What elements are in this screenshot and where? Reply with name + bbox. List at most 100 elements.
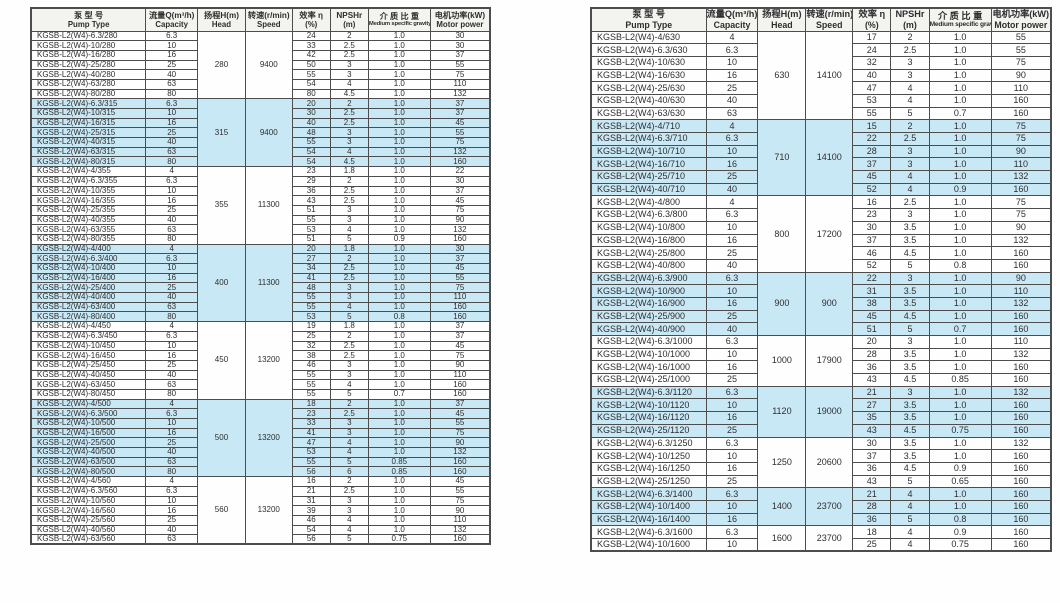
capacity-cell: 25: [705, 309, 759, 324]
column-header-efficiency: 效率 η (%): [291, 7, 331, 32]
power-cell: 160: [990, 373, 1052, 387]
efficiency-cell: 36: [852, 512, 892, 527]
gravity-cell: 1.0: [928, 157, 992, 172]
gravity-cell: 0.7: [928, 322, 992, 336]
efficiency-cell: 36: [852, 360, 892, 375]
power-cell: 110: [429, 78, 491, 90]
capacity-cell: 40: [145, 137, 199, 148]
npshr-cell: 4.5: [329, 88, 369, 100]
pump-row: KGSB-L2(W4)-4/500 4 500 13200 18 2 1.0 37: [30, 398, 491, 478]
power-cell: 160: [429, 156, 491, 168]
pump-row: KGSB-L2(W4)-6.3/1250 6.3 1250 20600 30 3.5 1.0…: [590, 436, 1052, 489]
pump-model-cell: KGSB-L2(W4)-40/355: [30, 214, 147, 226]
npshr-cell: 2.5: [329, 485, 369, 497]
npshr-cell: 4.5: [890, 423, 930, 438]
pump-model-cell: KGSB-L2(W4)-10/1120: [590, 398, 707, 413]
capacity-cell: 63: [145, 534, 199, 545]
efficiency-cell: 38: [852, 296, 892, 311]
column-header-en: (%): [305, 19, 318, 29]
column-header-npshr: NPSHr (m): [329, 7, 369, 32]
npshr-cell: 4: [329, 78, 369, 90]
column-header-power: 电机功率(kW) Motor power: [429, 7, 491, 32]
capacity-cell: 16: [705, 157, 759, 172]
pump-row: KGSB-L2(W4)-25/450 25 46 3 1.0 90: [30, 359, 491, 371]
power-cell: 110: [429, 514, 491, 526]
gravity-cell: 1.0: [367, 30, 431, 42]
head-cell: 800: [757, 195, 807, 273]
gravity-cell: 1.0: [928, 119, 992, 133]
column-header-en: Pump Type: [625, 19, 673, 30]
pump-model-cell: KGSB-L2(W4)-63/315: [30, 146, 147, 158]
column-header-en: Capacity: [713, 19, 751, 30]
npshr-cell: 3: [890, 157, 930, 172]
npshr-cell: 2.5: [329, 108, 369, 119]
efficiency-cell: 54: [291, 524, 331, 536]
capacity-cell: 6.3: [145, 330, 199, 342]
capacity-cell: 40: [145, 69, 199, 80]
head-cell: 400: [197, 243, 246, 323]
power-cell: 30: [429, 30, 491, 42]
capacity-cell: 25: [705, 423, 759, 438]
npshr-cell: 3.5: [890, 296, 930, 311]
pump-row: KGSB-L2(W4)-4/800 4 800 17200 16 2.5 1.0 75: [590, 195, 1052, 273]
npshr-cell: 5: [890, 106, 930, 121]
speed-cell: 13200: [244, 321, 293, 400]
gravity-cell: 1.0: [928, 246, 992, 260]
power-cell: 75: [429, 282, 491, 294]
speed-cell: 19000: [805, 385, 854, 438]
pump-model-cell: KGSB-L2(W4)-10/800: [590, 220, 707, 235]
capacity-cell: 10: [145, 263, 199, 274]
pump-row: KGSB-L2(W4)-16/1000 16 36 3.5 1.0 160: [590, 360, 1052, 375]
gravity-cell: 1.0: [367, 204, 431, 216]
npshr-cell: 2: [890, 30, 930, 45]
capacity-cell: 16: [705, 233, 759, 248]
npshr-cell: 2.5: [329, 117, 369, 129]
pump-model-cell: KGSB-L2(W4)-16/315: [30, 117, 147, 129]
speed-cell: 17900: [805, 335, 854, 387]
efficiency-cell: 52: [852, 258, 892, 273]
pump-row: KGSB-L2(W4)-4/450 4 450 13200 19 1.8 1.0 37: [30, 321, 491, 400]
power-cell: 132: [429, 447, 491, 458]
power-cell: 30: [429, 40, 491, 51]
pump-row: KGSB-L2(W4)-4/630 4 630 14100 17 2 1.0 55: [590, 30, 1052, 121]
efficiency-cell: 48: [291, 282, 331, 294]
power-cell: 45: [429, 195, 491, 206]
speed-cell: 900: [805, 271, 854, 337]
capacity-cell: 10: [705, 347, 759, 362]
pump-model-cell: KGSB-L2(W4)-80/355: [30, 233, 147, 245]
gravity-cell: 1.0: [928, 436, 992, 451]
capacity-cell: 4: [145, 321, 199, 332]
capacity-cell: 10: [145, 340, 199, 352]
pump-model-cell: KGSB-L2(W4)-16/500: [30, 427, 147, 439]
npshr-cell: 4: [329, 447, 369, 458]
efficiency-cell: 37: [852, 449, 892, 463]
gravity-cell: 1.0: [367, 476, 431, 487]
pump-model-cell: KGSB-L2(W4)-10/630: [590, 55, 707, 70]
pump-model-cell: KGSB-L2(W4)-40/900: [590, 322, 707, 336]
pump-model-cell: KGSB-L2(W4)-80/315: [30, 156, 147, 168]
npshr-cell: 2.5: [890, 195, 930, 210]
power-cell: 22: [429, 166, 491, 177]
power-cell: 37: [429, 49, 491, 61]
capacity-cell: 10: [145, 495, 199, 507]
pump-model-cell: KGSB-L2(W4)-6.3/355: [30, 175, 147, 187]
gravity-cell: 1.0: [367, 117, 431, 129]
column-header-zh: 电机功率(kW): [434, 10, 486, 20]
gravity-cell: 1.0: [928, 81, 992, 95]
npshr-cell: 5: [890, 474, 930, 489]
power-cell: 160: [429, 379, 491, 390]
pump-row: KGSB-L2(W4)-10/500 10 33 3 1.0 55: [30, 418, 491, 429]
efficiency-cell: 20: [291, 98, 331, 109]
pump-row: KGSB-L2(W4)-25/710 25 45 4 1.0 132: [590, 170, 1052, 184]
gravity-cell: 0.8: [928, 258, 992, 273]
pump-model-cell: KGSB-L2(W4)-25/630: [590, 81, 707, 95]
pump-model-cell: KGSB-L2(W4)-16/560: [30, 505, 147, 516]
npshr-cell: 4.5: [890, 246, 930, 260]
efficiency-cell: 21: [291, 485, 331, 497]
capacity-cell: 25: [705, 81, 759, 95]
pump-model-cell: KGSB-L2(W4)-16/1000: [590, 360, 707, 375]
pump-model-cell: KGSB-L2(W4)-40/280: [30, 69, 147, 80]
npshr-cell: 2.5: [329, 40, 369, 51]
pump-row: KGSB-L2(W4)-80/280 80 80 4.5 1.0 132: [30, 88, 491, 100]
efficiency-cell: 20: [291, 243, 331, 255]
